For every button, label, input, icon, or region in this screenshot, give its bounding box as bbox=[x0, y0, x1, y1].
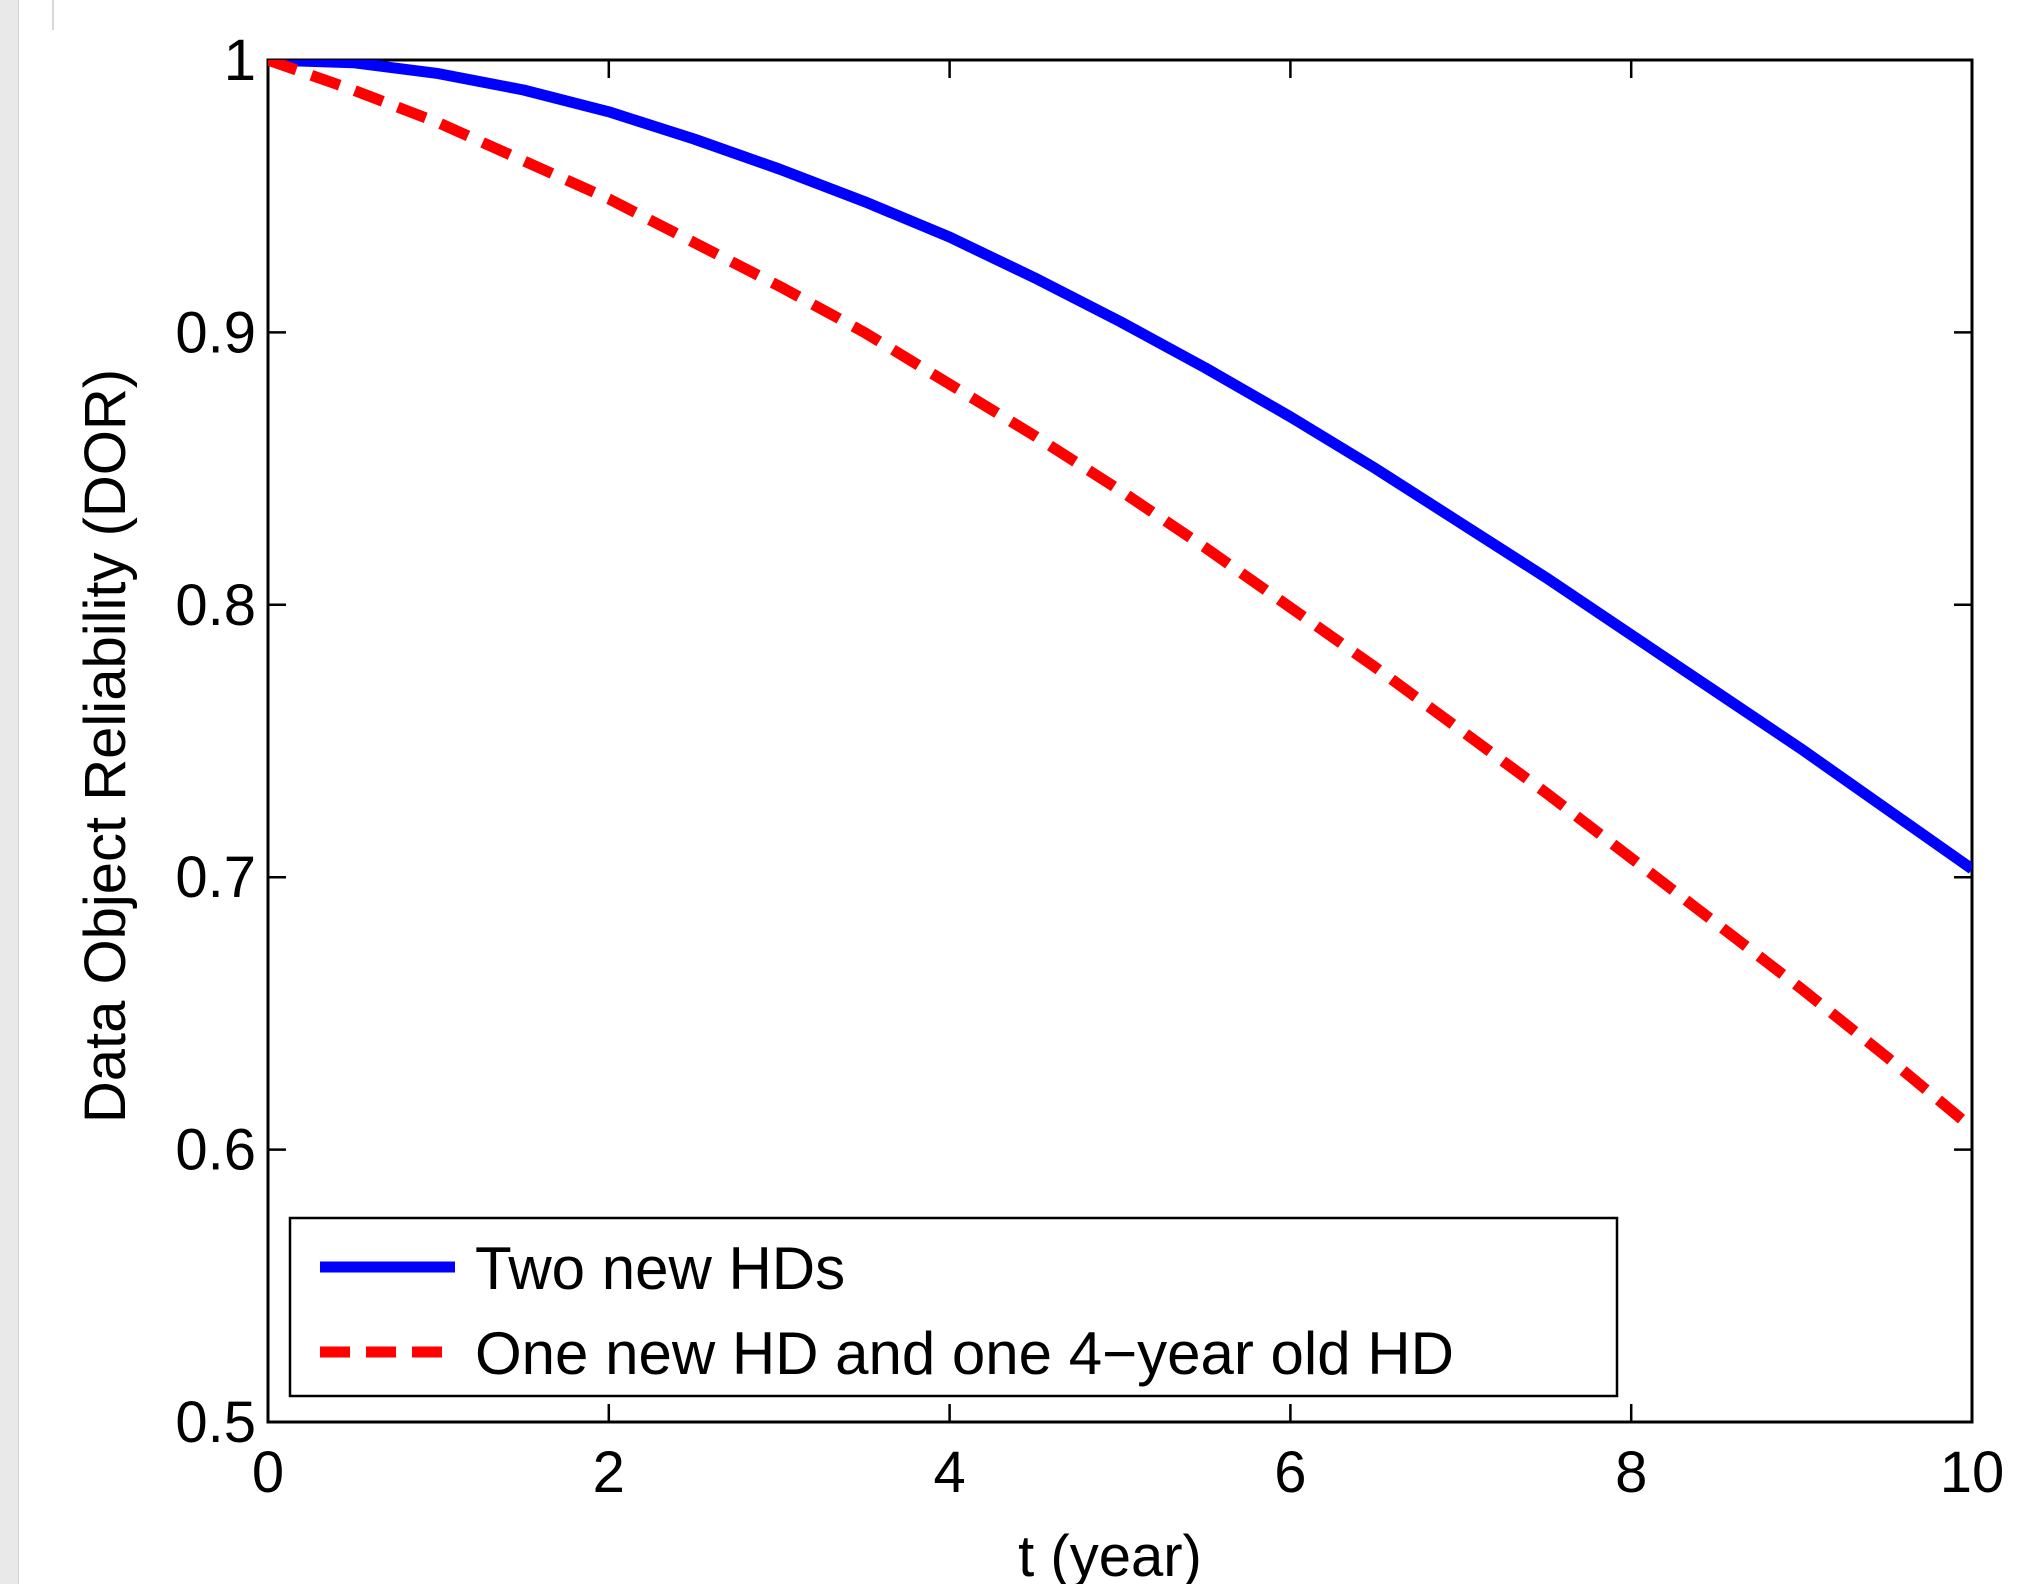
legend-label-one-new-one-old: One new HD and one 4−year old HD bbox=[475, 1320, 1454, 1387]
x-tick-labels: 0 2 4 6 8 10 bbox=[252, 1440, 2004, 1505]
window-edge-strip bbox=[0, 0, 19, 1584]
series-line-two-new-hds bbox=[268, 60, 1972, 874]
y-tick-label: 0.8 bbox=[175, 573, 256, 638]
x-axis-title: t (year) bbox=[1018, 1524, 1202, 1584]
tick-marks bbox=[268, 60, 1972, 1422]
y-tick-label: 0.5 bbox=[175, 1390, 256, 1455]
y-tick-labels: 0.5 0.6 0.7 0.8 0.9 1 bbox=[175, 28, 256, 1455]
plot-frame bbox=[266, 58, 1974, 1424]
legend: Two new HDs One new HD and one 4−year ol… bbox=[288, 1216, 1619, 1398]
window-edge-mark bbox=[52, 0, 54, 30]
x-tick-label: 4 bbox=[933, 1440, 965, 1505]
y-axis-title: Data Object Reliability (DOR) bbox=[73, 369, 138, 1123]
x-tick-label: 6 bbox=[1274, 1440, 1306, 1505]
series-layer bbox=[268, 60, 1972, 1133]
legend-box bbox=[288, 1216, 1619, 1398]
y-tick-label: 0.9 bbox=[175, 300, 256, 365]
series-line-one-new-one-old bbox=[268, 60, 1972, 1133]
y-tick-label: 0.6 bbox=[175, 1118, 256, 1183]
x-tick-label: 8 bbox=[1615, 1440, 1647, 1505]
x-tick-label: 0 bbox=[252, 1440, 284, 1505]
plot-area bbox=[266, 58, 1974, 1424]
x-tick-label: 2 bbox=[593, 1440, 625, 1505]
legend-label-two-new-hds: Two new HDs bbox=[475, 1235, 845, 1302]
y-tick-label: 0.7 bbox=[175, 845, 256, 910]
x-tick-label: 10 bbox=[1940, 1440, 2005, 1505]
y-tick-label: 1 bbox=[224, 28, 256, 93]
